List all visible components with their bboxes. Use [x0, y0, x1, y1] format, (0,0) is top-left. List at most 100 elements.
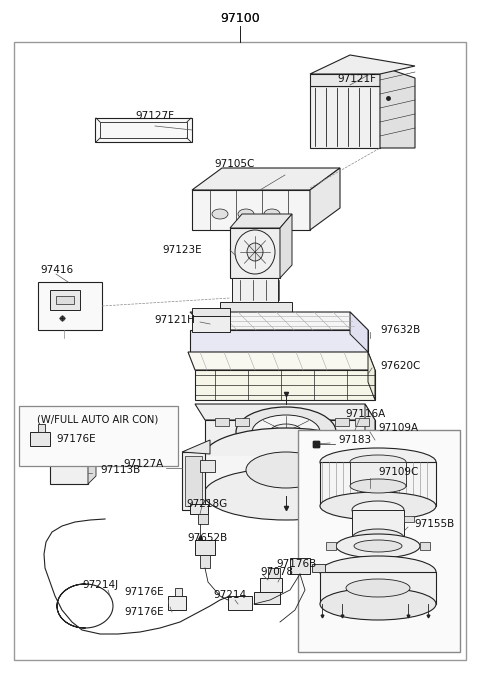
Text: 97121H: 97121H — [155, 315, 195, 325]
Polygon shape — [404, 516, 414, 522]
Ellipse shape — [212, 209, 228, 219]
Ellipse shape — [352, 529, 404, 547]
Polygon shape — [50, 290, 80, 310]
Polygon shape — [200, 555, 210, 568]
Text: 97176E: 97176E — [56, 434, 96, 444]
Text: 97214: 97214 — [214, 590, 247, 600]
Text: 97100: 97100 — [220, 12, 260, 24]
Polygon shape — [88, 448, 96, 484]
Polygon shape — [168, 596, 186, 610]
Ellipse shape — [247, 243, 263, 261]
Ellipse shape — [235, 230, 275, 274]
Ellipse shape — [252, 415, 320, 449]
Polygon shape — [182, 452, 205, 510]
Polygon shape — [350, 312, 368, 352]
Polygon shape — [198, 514, 208, 524]
Text: 97123E: 97123E — [162, 245, 202, 255]
Polygon shape — [320, 462, 436, 506]
Ellipse shape — [320, 556, 436, 588]
Text: 97105C: 97105C — [215, 159, 255, 169]
Text: 97652B: 97652B — [187, 533, 227, 543]
Polygon shape — [228, 596, 252, 610]
Polygon shape — [235, 418, 249, 426]
Polygon shape — [260, 578, 282, 592]
Polygon shape — [352, 510, 404, 538]
Polygon shape — [365, 404, 375, 456]
Polygon shape — [30, 432, 50, 446]
Ellipse shape — [204, 468, 368, 520]
Polygon shape — [192, 316, 230, 332]
Polygon shape — [268, 568, 280, 578]
Text: 97176E: 97176E — [124, 607, 164, 617]
Polygon shape — [192, 190, 310, 230]
Ellipse shape — [350, 455, 406, 469]
Polygon shape — [205, 420, 375, 456]
Bar — [298, 430, 460, 652]
Ellipse shape — [352, 501, 404, 519]
Text: 97155B: 97155B — [414, 519, 454, 529]
Polygon shape — [326, 542, 336, 550]
Ellipse shape — [354, 540, 402, 552]
Ellipse shape — [246, 452, 326, 488]
Polygon shape — [95, 118, 192, 142]
Polygon shape — [190, 312, 368, 330]
Polygon shape — [190, 504, 208, 514]
Text: 97127A: 97127A — [124, 459, 164, 469]
Polygon shape — [230, 228, 280, 278]
Ellipse shape — [346, 579, 410, 597]
Polygon shape — [175, 588, 182, 596]
Polygon shape — [280, 214, 292, 278]
Polygon shape — [195, 404, 375, 420]
Polygon shape — [182, 440, 210, 454]
Polygon shape — [230, 214, 292, 228]
Polygon shape — [355, 418, 369, 426]
Polygon shape — [220, 302, 292, 316]
Polygon shape — [232, 278, 278, 302]
Polygon shape — [38, 424, 45, 432]
Text: 97100: 97100 — [220, 12, 260, 24]
Text: (W/FULL AUTO AIR CON): (W/FULL AUTO AIR CON) — [37, 414, 158, 424]
Polygon shape — [312, 564, 325, 572]
Polygon shape — [188, 352, 375, 370]
Bar — [19, 406, 178, 466]
Ellipse shape — [236, 407, 336, 457]
Text: 97078: 97078 — [260, 567, 293, 577]
Text: 97116A: 97116A — [346, 409, 386, 419]
Text: 97218G: 97218G — [186, 499, 228, 509]
Ellipse shape — [320, 448, 436, 476]
Polygon shape — [195, 370, 375, 400]
Polygon shape — [254, 592, 280, 604]
Polygon shape — [190, 330, 368, 352]
Polygon shape — [320, 572, 436, 604]
Polygon shape — [195, 540, 215, 555]
Polygon shape — [192, 168, 340, 190]
Ellipse shape — [350, 479, 406, 493]
Text: 97109A: 97109A — [378, 423, 418, 433]
Polygon shape — [380, 66, 415, 148]
Polygon shape — [50, 454, 88, 462]
Text: 97214J: 97214J — [82, 580, 118, 590]
Polygon shape — [192, 308, 230, 316]
Polygon shape — [310, 86, 380, 148]
Polygon shape — [56, 296, 74, 304]
Text: 97632B: 97632B — [380, 325, 420, 335]
Text: 97109C: 97109C — [378, 467, 419, 477]
Ellipse shape — [238, 209, 254, 219]
Text: 97620C: 97620C — [380, 361, 420, 371]
Ellipse shape — [336, 534, 420, 558]
Text: 97183: 97183 — [338, 435, 371, 445]
Polygon shape — [335, 418, 349, 426]
Text: 97176E: 97176E — [124, 587, 164, 597]
Polygon shape — [290, 558, 310, 574]
Text: 97416: 97416 — [40, 265, 73, 275]
Text: 97176B: 97176B — [276, 559, 316, 569]
Polygon shape — [310, 74, 380, 86]
Text: 97127F: 97127F — [135, 111, 175, 121]
Ellipse shape — [264, 209, 280, 219]
Polygon shape — [50, 462, 88, 484]
Polygon shape — [204, 456, 370, 494]
Ellipse shape — [270, 424, 302, 440]
Polygon shape — [200, 460, 215, 472]
Text: 97113B: 97113B — [100, 465, 140, 475]
Ellipse shape — [320, 588, 436, 620]
